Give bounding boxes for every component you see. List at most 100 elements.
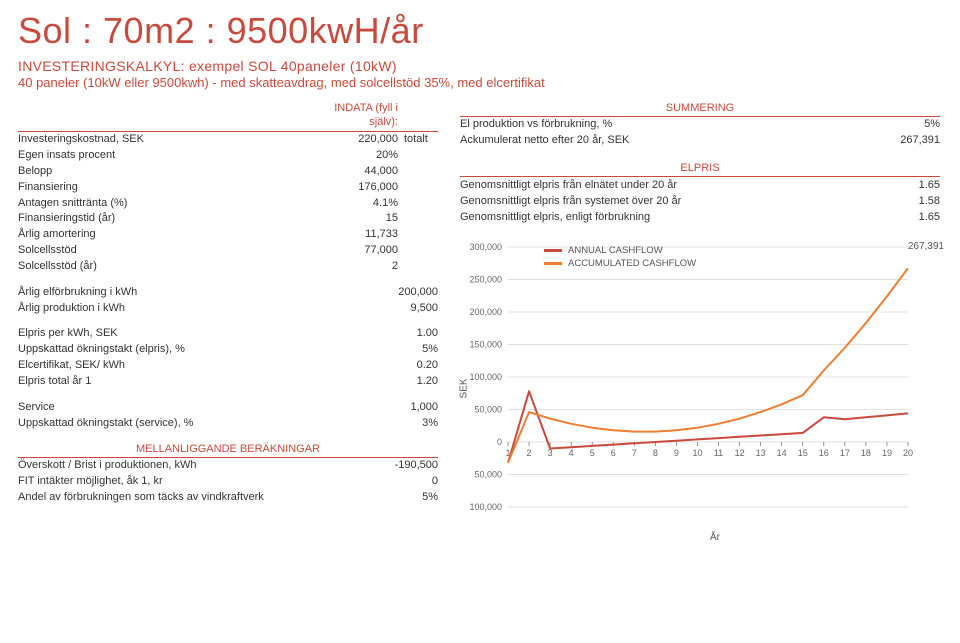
svg-text:16: 16 (819, 448, 829, 458)
svg-text:13: 13 (756, 448, 766, 458)
row-note (398, 227, 438, 243)
table-row: Genomsnittligt elpris från systemet över… (460, 193, 940, 209)
svg-text:4: 4 (569, 448, 574, 458)
subtitle-line-1: INVESTERINGSKALKYL: exempel SOL 40panele… (18, 58, 942, 74)
svg-text:12: 12 (735, 448, 745, 458)
row-value: 1.20 (312, 374, 438, 390)
row-label: Elcertifikat, SEK/ kWh (18, 358, 312, 374)
legend-swatch-annual (544, 249, 562, 252)
row-label: Andel av förbrukningen som täcks av vind… (18, 490, 312, 506)
table-row: Investeringskostnad, SEK220,000totalt (18, 131, 438, 147)
row-value: 2 (312, 258, 398, 274)
row-value: -190,500 (312, 457, 438, 473)
svg-text:300,000: 300,000 (469, 242, 502, 252)
row-value: 5% (312, 490, 438, 506)
svg-text:20: 20 (903, 448, 913, 458)
table-row: Uppskattad ökningstakt (elpris), %5% (18, 342, 438, 358)
row-label: Antagen snittränta (%) (18, 195, 312, 211)
svg-text:10: 10 (692, 448, 702, 458)
row-value: 220,000 (312, 131, 398, 147)
row-label: Uppskattad ökningstakt (elpris), % (18, 342, 312, 358)
y-axis-label: SEK (459, 378, 470, 398)
svg-text:11: 11 (714, 448, 723, 458)
table-row: Genomsnittligt elpris, enligt förbruknin… (460, 209, 940, 225)
row-label: Elpris per kWh, SEK (18, 326, 312, 342)
row-value: 1.58 (796, 193, 940, 209)
row-value: 20% (312, 148, 398, 164)
indata-header: INDATA (fyll i själv): (312, 100, 398, 131)
row-label: FIT intäkter möjlighet, åk 1, kr (18, 474, 312, 490)
legend-label-annual: ANNUAL CASHFLOW (568, 245, 663, 256)
x-axis-label: År (710, 532, 720, 543)
table-row: Årlig amortering11,733 (18, 227, 438, 243)
row-label: Egen insats procent (18, 148, 312, 164)
svg-text:14: 14 (777, 448, 787, 458)
row-note: totalt (398, 131, 438, 147)
row-value: 44,000 (312, 163, 398, 179)
table-row: Genomsnittligt elpris från elnätet under… (460, 177, 940, 193)
row-value: 77,000 (312, 243, 398, 259)
svg-text:9: 9 (674, 448, 679, 458)
svg-text:18: 18 (861, 448, 871, 458)
svg-text:8: 8 (653, 448, 658, 458)
svg-text:100,000: 100,000 (469, 372, 502, 382)
table-row: Antagen snittränta (%)4.1% (18, 195, 438, 211)
row-label: Årlig elförbrukning i kWh (18, 284, 312, 300)
svg-text:50,000: 50,000 (474, 469, 502, 479)
svg-text:200,000: 200,000 (469, 307, 502, 317)
svg-text:15: 15 (798, 448, 808, 458)
chart-callout: 267,391 (908, 241, 944, 252)
page-title: Sol : 70m2 : 9500kwH/år (18, 10, 942, 52)
chart-legend: ANNUAL CASHFLOW ACCUMULATED CASHFLOW (544, 245, 696, 271)
indata-table: INDATA (fyll i själv): Investeringskostn… (18, 100, 438, 274)
row-label: Genomsnittligt elpris från elnätet under… (460, 177, 796, 193)
service-table: Service1,000Uppskattad ökningstakt (serv… (18, 399, 438, 431)
table-row: Service1,000 (18, 399, 438, 415)
row-label: Ackumulerat netto efter 20 år, SEK (460, 133, 796, 149)
table-row: Ackumulerat netto efter 20 år, SEK267,39… (460, 133, 940, 149)
svg-text:0: 0 (497, 437, 502, 447)
cashflow-chart: ANNUAL CASHFLOW ACCUMULATED CASHFLOW 267… (460, 241, 930, 531)
svg-text:2: 2 (527, 448, 532, 458)
row-value: 1,000 (312, 399, 438, 415)
mellan-table: MELLANLIGGANDE BERÄKNINGAR Överskott / B… (18, 441, 438, 505)
row-note (398, 243, 438, 259)
svg-text:150,000: 150,000 (469, 339, 502, 349)
summary-header: SUMMERING (460, 100, 940, 116)
table-row: Finansieringstid (år)15 (18, 211, 438, 227)
svg-text:3: 3 (548, 448, 553, 458)
table-row: Överskott / Brist i produktionen, kWh-19… (18, 457, 438, 473)
row-label: Solcellsstöd (18, 243, 312, 259)
row-label: Uppskattad ökningstakt (service), % (18, 415, 312, 431)
row-label: Investeringskostnad, SEK (18, 131, 312, 147)
row-label: Service (18, 399, 312, 415)
svg-text:17: 17 (840, 448, 850, 458)
legend-swatch-accum (544, 262, 562, 265)
table-row: Finansiering176,000 (18, 179, 438, 195)
svg-text:6: 6 (611, 448, 616, 458)
svg-text:50,000: 50,000 (474, 404, 502, 414)
row-value: 267,391 (796, 133, 940, 149)
row-value: 15 (312, 211, 398, 227)
row-value: 5% (796, 116, 940, 132)
row-value: 0 (312, 474, 438, 490)
elpris-table: ELPRIS Genomsnittligt elpris från elnäte… (460, 161, 940, 225)
row-label: Genomsnittligt elpris från systemet över… (460, 193, 796, 209)
row-note (398, 179, 438, 195)
table-row: Belopp44,000 (18, 163, 438, 179)
svg-text:100,000: 100,000 (469, 502, 502, 512)
row-note (398, 258, 438, 274)
svg-text:5: 5 (590, 448, 595, 458)
row-label: Genomsnittligt elpris, enligt förbruknin… (460, 209, 796, 225)
subtitle-line-2: 40 paneler (10kW eller 9500kwh) - med sk… (18, 75, 942, 90)
elpris-header: ELPRIS (460, 161, 940, 177)
table-row: Egen insats procent20% (18, 148, 438, 164)
mellan-header: MELLANLIGGANDE BERÄKNINGAR (18, 441, 438, 457)
svg-text:19: 19 (882, 448, 892, 458)
row-label: Finansieringstid (år) (18, 211, 312, 227)
row-label: Årlig amortering (18, 227, 312, 243)
table-row: Elpris total år 11.20 (18, 374, 438, 390)
usage-table: Årlig elförbrukning i kWh200,000Årlig pr… (18, 284, 438, 316)
row-value: 1.00 (312, 326, 438, 342)
row-note (398, 195, 438, 211)
